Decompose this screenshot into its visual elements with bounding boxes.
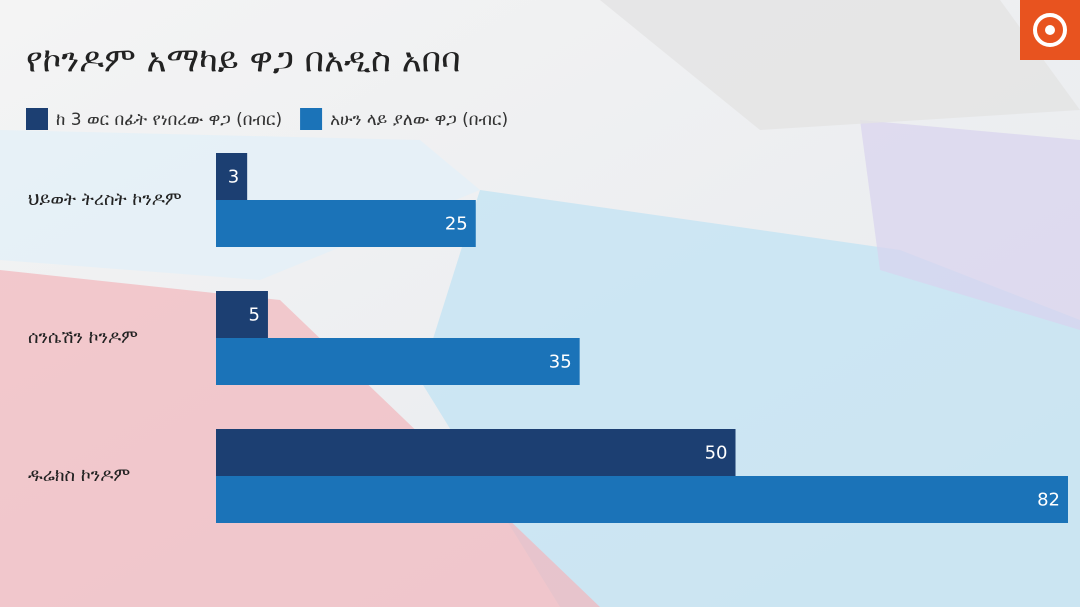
category-label: ዱሬክስ ኮንዶም	[28, 465, 130, 486]
legend-swatch	[300, 108, 323, 130]
data-label: 5	[248, 305, 259, 326]
category-label: ሰንሴሽን ኮንዶም	[28, 327, 138, 348]
legend-swatch	[26, 108, 48, 130]
category-label: ህይወት ትረስት ኮንዶም	[28, 189, 182, 210]
bar	[216, 429, 736, 476]
logo	[1020, 0, 1080, 60]
chart-title: የኮንዶም አማካይ ዋጋ በአዲስ አበባ	[26, 41, 461, 81]
legend-label: ከ 3 ወር በፊት የነበረው ዋጋ (በብር)	[56, 110, 282, 130]
data-label: 82	[1037, 490, 1060, 511]
bar	[216, 338, 580, 385]
bar	[216, 476, 1068, 523]
legend-label: አሁን ላይ ያለው ዋጋ (በብር)	[330, 110, 508, 130]
data-label: 50	[705, 443, 728, 464]
bar	[216, 153, 248, 200]
data-label: 3	[228, 167, 239, 188]
bar	[216, 291, 268, 338]
data-label: 35	[549, 352, 572, 373]
bar	[216, 200, 476, 247]
data-label: 25	[445, 214, 468, 235]
